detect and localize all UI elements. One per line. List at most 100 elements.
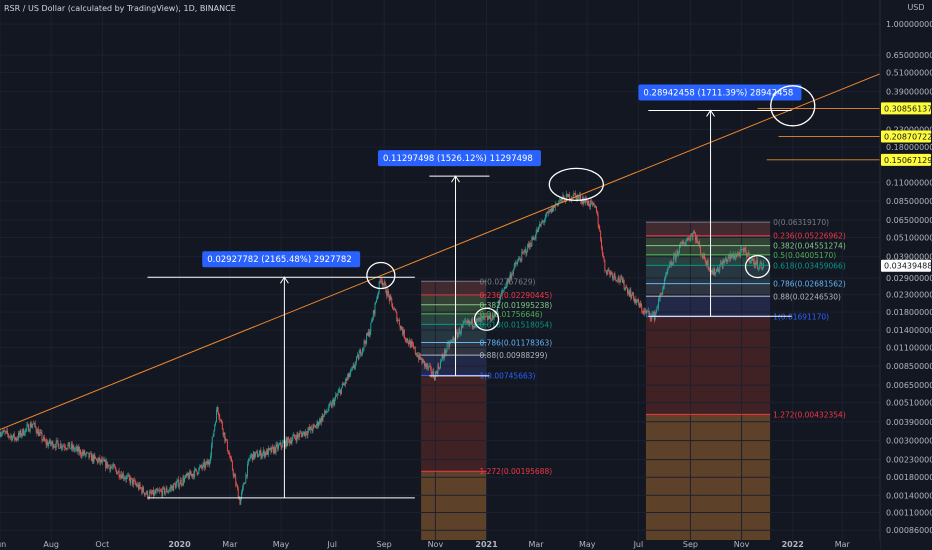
y-tick-label: 0.01800000 (886, 308, 932, 317)
candle-body (502, 290, 503, 292)
price-axis[interactable]: 1.00000000 0.65000000 0.51000000 0.39000000… (879, 0, 932, 550)
candle-body (289, 440, 291, 444)
candle-body (265, 452, 267, 455)
candle-body (83, 450, 85, 455)
candle-body (361, 349, 363, 354)
candle-body (85, 454, 87, 456)
candle-body (533, 237, 534, 240)
candle-body (304, 431, 306, 436)
candle-body (295, 438, 297, 441)
candle-body (119, 476, 121, 478)
candle-body (392, 303, 394, 310)
candle-body (122, 473, 124, 479)
candle-body (351, 369, 352, 370)
candle-body (584, 198, 586, 203)
candle-body (248, 459, 250, 461)
y-tick-label: 0.00300000 (886, 437, 932, 446)
circle-annotations (366, 85, 816, 331)
candle-body (471, 319, 472, 324)
x-tick-label: May (273, 540, 290, 549)
candle-body (413, 344, 415, 348)
candle-body (10, 435, 12, 437)
candle-body (188, 475, 190, 479)
x-tick-label: Mar (835, 540, 851, 549)
candle-body (173, 483, 175, 491)
candle-body (724, 260, 726, 263)
candle-body (594, 205, 596, 208)
candle-body (275, 444, 277, 453)
candle-body (135, 483, 137, 485)
candle-body (269, 448, 271, 449)
candle-body (315, 425, 317, 428)
time-axis-bg (0, 540, 880, 550)
candle-body (660, 293, 662, 295)
candle-body (307, 430, 309, 436)
candle-body (504, 286, 506, 289)
candle-body (117, 470, 119, 473)
candle-body (668, 267, 670, 269)
candle-body (640, 303, 642, 307)
candle-body (734, 257, 736, 259)
candle-body (193, 473, 195, 477)
candle-body (54, 446, 56, 448)
candle-body (133, 480, 135, 481)
candle-body (317, 421, 319, 427)
candle-body (547, 212, 549, 214)
circle-annotation (366, 261, 396, 290)
candle-body (109, 465, 111, 471)
candle-body (142, 487, 144, 493)
candle-body (632, 292, 634, 298)
candle-body (622, 279, 624, 283)
candle-body (611, 272, 613, 274)
candle-body (241, 491, 243, 498)
candle-body (453, 338, 455, 341)
candle-body (735, 254, 737, 258)
candle-body (447, 342, 449, 344)
candle-body (260, 450, 262, 458)
candle-body (647, 311, 649, 313)
candle-body (523, 252, 524, 253)
candle-body (480, 317, 482, 322)
candle-body (693, 231, 695, 234)
candle-body (550, 208, 552, 213)
candle-body (537, 229, 539, 232)
candle-body (27, 424, 29, 426)
candle-body (523, 250, 525, 253)
candle-body (64, 446, 66, 448)
candle-body (314, 426, 316, 428)
candle-body (520, 260, 522, 261)
candle-body (551, 206, 553, 213)
candle-body (191, 474, 193, 477)
candle-body (147, 490, 149, 498)
candle-body (196, 471, 198, 475)
time-axis[interactable]: Jun Aug Oct 2020 Mar May Jul Sep Nov 2021 Mar May Ju… (0, 540, 880, 550)
candle-body (334, 398, 336, 405)
candle-body (336, 394, 338, 397)
candle-body (32, 423, 34, 426)
candle-body (145, 493, 147, 495)
candle-body (115, 467, 117, 470)
candle-body (536, 229, 538, 234)
candle-body (86, 452, 88, 454)
fib-zone (421, 304, 487, 314)
candle-body (377, 294, 378, 300)
candle-body (648, 310, 650, 314)
candle-body (425, 363, 427, 367)
candle-body (556, 203, 558, 205)
candle-body (493, 312, 495, 318)
candle-body (184, 475, 186, 478)
candle-body (285, 438, 287, 447)
candle-body (384, 281, 386, 285)
candle-body (402, 329, 404, 335)
candle-body (546, 212, 548, 214)
candle-body (105, 460, 107, 468)
candle-body (438, 365, 440, 368)
candle-body (684, 242, 686, 245)
fib-level-label: 0.618(0.01518054) (479, 320, 552, 329)
candle-body (608, 269, 610, 272)
candle-body (44, 440, 46, 442)
candle-body (478, 318, 480, 320)
candle-body (322, 415, 324, 421)
x-tick-label: Sep (377, 540, 392, 549)
